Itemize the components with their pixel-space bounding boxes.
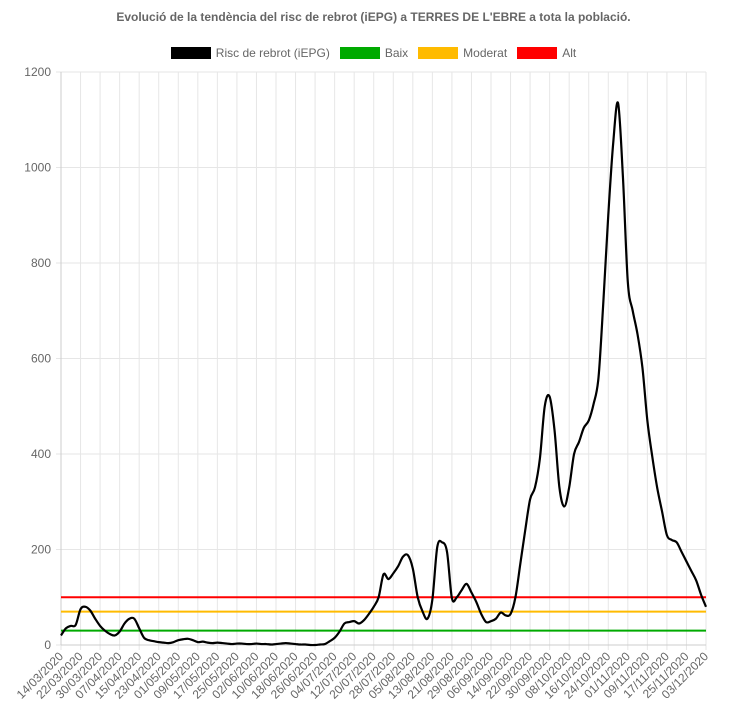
y-tick-label: 0 bbox=[44, 638, 51, 652]
legend: Risc de rebrot (iEPG) Baix Moderat Alt bbox=[0, 46, 747, 60]
legend-swatch-moderat bbox=[418, 47, 459, 59]
legend-item-baix[interactable]: Baix bbox=[339, 46, 409, 60]
legend-swatch-alt bbox=[517, 47, 558, 59]
legend-swatch-baix bbox=[339, 47, 380, 59]
chart-title: Evolució de la tendència del risc de reb… bbox=[116, 10, 631, 24]
legend-label-alt: Alt bbox=[562, 46, 577, 60]
y-tick-label: 1200 bbox=[24, 65, 51, 79]
legend-item-alt[interactable]: Alt bbox=[517, 46, 576, 60]
y-tick-label: 400 bbox=[31, 447, 51, 461]
legend-swatch-risk bbox=[170, 47, 211, 59]
legend-label-moderat: Moderat bbox=[463, 46, 508, 60]
y-tick-label: 800 bbox=[31, 256, 51, 270]
legend-item-risk[interactable]: Risc de rebrot (iEPG) bbox=[170, 46, 330, 60]
legend-label-baix: Baix bbox=[384, 46, 409, 60]
y-tick-label: 1000 bbox=[24, 161, 51, 175]
y-tick-label: 200 bbox=[31, 543, 51, 557]
legend-item-moderat[interactable]: Moderat bbox=[418, 46, 507, 60]
legend-label-risk: Risc de rebrot (iEPG) bbox=[215, 46, 330, 60]
y-tick-label: 600 bbox=[31, 352, 51, 366]
series-line-risc-de-rebrot bbox=[60, 101, 708, 647]
